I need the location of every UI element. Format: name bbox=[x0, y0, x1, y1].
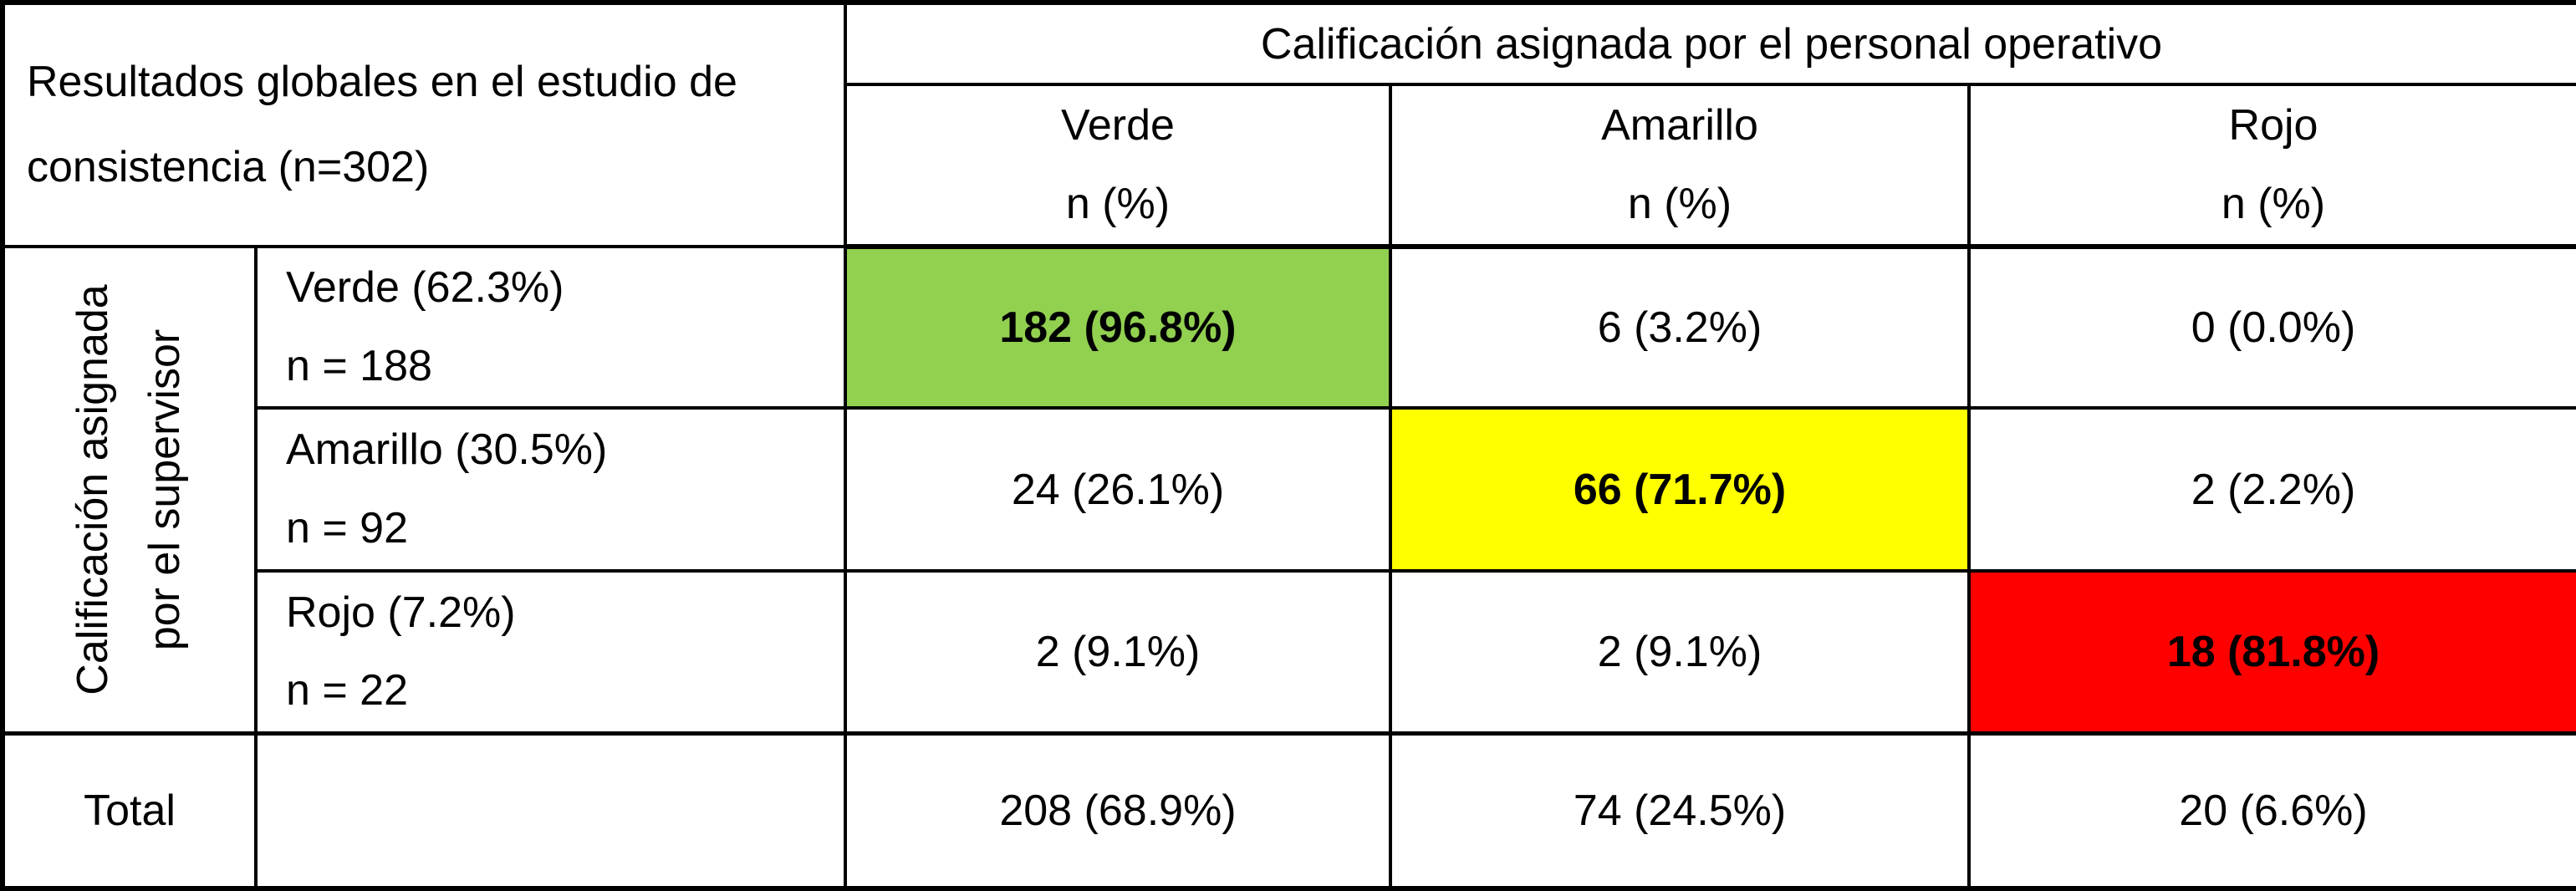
supervisor-axis-line2: por el supervisor bbox=[140, 328, 189, 651]
cell-amarillo-amarillo: 66 (71.7%) bbox=[1389, 406, 1971, 573]
row-label-amarillo-line2: n = 92 bbox=[286, 503, 409, 552]
row-label-verde: Verde (62.3%) n = 188 bbox=[254, 245, 847, 410]
cell-amarillo-rojo: 2 (2.2%) bbox=[1966, 406, 2576, 573]
cell-verde-verde: 182 (96.8%) bbox=[844, 245, 1392, 410]
row-label-rojo-line2: n = 22 bbox=[286, 666, 409, 715]
column-header-verde: Verde n (%) bbox=[844, 82, 1392, 250]
column-header-rojo-sub: n (%) bbox=[2221, 179, 2326, 228]
supervisor-rating-axis-cell: Calificación asignada por el supervisor bbox=[1, 245, 258, 736]
column-header-amarillo-sub: n (%) bbox=[1627, 179, 1732, 228]
column-header-rojo-label: Rojo bbox=[2228, 101, 2318, 150]
column-header-verde-sub: n (%) bbox=[1065, 179, 1171, 228]
column-header-amarillo-label: Amarillo bbox=[1601, 101, 1758, 150]
cell-rojo-amarillo: 2 (9.1%) bbox=[1389, 569, 1971, 736]
row-label-verde-line1: Verde (62.3%) bbox=[286, 263, 564, 313]
total-spacer-cell bbox=[254, 731, 847, 891]
column-header-rojo: Rojo n (%) bbox=[1966, 82, 2576, 250]
study-title-line1: Resultados globales en el estudio de bbox=[27, 58, 737, 107]
supervisor-rating-axis-label: Calificación asignada por el supervisor bbox=[58, 284, 201, 695]
total-row-label: Total bbox=[1, 731, 258, 891]
total-rojo: 20 (6.6%) bbox=[1966, 731, 2576, 891]
operative-rating-header: Calificación asignada por el personal op… bbox=[843, 1, 2576, 86]
cell-amarillo-verde: 24 (26.1%) bbox=[844, 406, 1392, 573]
row-label-amarillo-line1: Amarillo (30.5%) bbox=[286, 425, 608, 475]
row-label-rojo: Rojo (7.2%) n = 22 bbox=[254, 569, 847, 736]
column-header-amarillo: Amarillo n (%) bbox=[1389, 82, 1971, 250]
column-header-verde-label: Verde bbox=[1061, 101, 1175, 150]
total-amarillo: 74 (24.5%) bbox=[1389, 731, 1971, 891]
row-label-amarillo: Amarillo (30.5%) n = 92 bbox=[254, 406, 847, 573]
total-verde: 208 (68.9%) bbox=[844, 731, 1392, 891]
cell-verde-rojo: 0 (0.0%) bbox=[1966, 245, 2576, 410]
cell-verde-amarillo: 6 (3.2%) bbox=[1389, 245, 1971, 410]
study-title-line2: consistencia (n=302) bbox=[27, 142, 430, 191]
cell-rojo-rojo: 18 (81.8%) bbox=[1966, 569, 2576, 736]
row-label-verde-line2: n = 188 bbox=[286, 341, 432, 390]
cell-rojo-verde: 2 (9.1%) bbox=[844, 569, 1392, 736]
supervisor-axis-line1: Calificación asignada bbox=[69, 284, 118, 695]
row-label-rojo-line1: Rojo (7.2%) bbox=[286, 588, 516, 637]
study-title-cell: Resultados globales en el estudio de con… bbox=[1, 0, 847, 249]
